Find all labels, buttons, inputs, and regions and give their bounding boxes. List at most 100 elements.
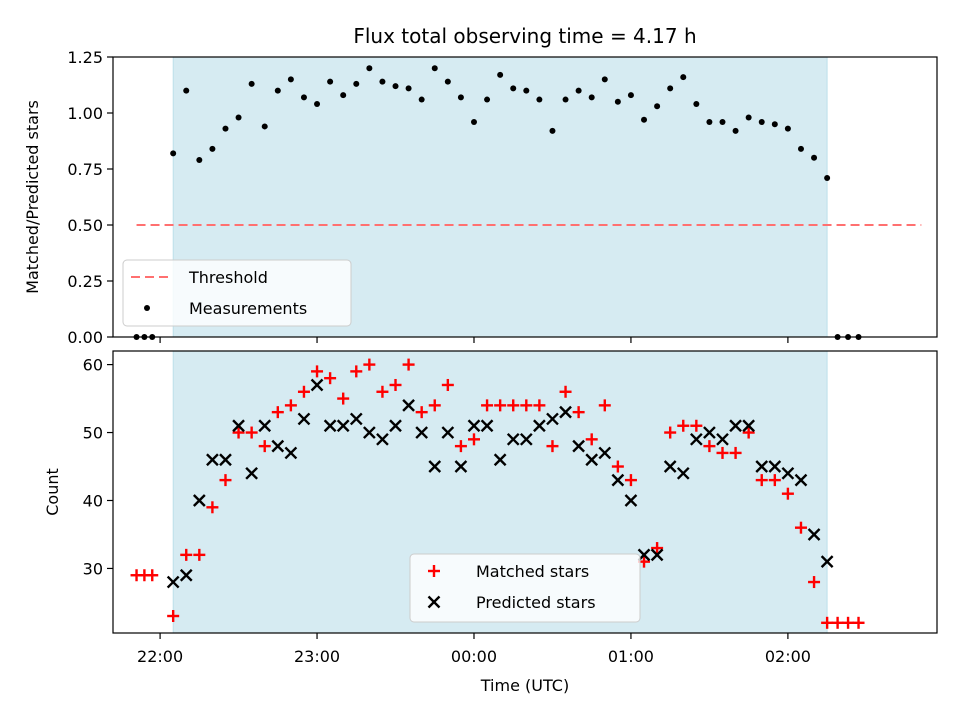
matched-star-point xyxy=(690,419,703,432)
legend-label: Matched stars xyxy=(476,562,589,581)
y-tick-label: 1.00 xyxy=(67,104,103,123)
y-tick-label: 0.50 xyxy=(67,216,103,235)
predicted-star-point xyxy=(415,426,429,439)
cross-bar xyxy=(258,419,272,433)
x-tick-label: 00:00 xyxy=(451,647,497,666)
predicted-star-point xyxy=(336,419,350,433)
ratio-panel-frame xyxy=(112,56,938,338)
matched-star-point xyxy=(598,399,611,412)
measurement-point xyxy=(784,125,791,132)
matched-star-point xyxy=(808,576,821,589)
matched-star-point xyxy=(415,406,428,419)
cross-bar xyxy=(428,460,442,473)
measurement-point xyxy=(732,127,739,134)
matched-star-point xyxy=(180,548,193,561)
cross-bar xyxy=(703,426,716,439)
legend-box xyxy=(122,259,352,327)
cross-bar xyxy=(441,426,455,439)
matched-star-point xyxy=(193,548,206,561)
matched-star-point xyxy=(572,406,585,419)
y-tick-label: 0.00 xyxy=(67,328,103,347)
measurement-point xyxy=(562,96,569,103)
measurement-point xyxy=(484,96,491,103)
predicted-star-point xyxy=(323,419,337,433)
predicted-star-point xyxy=(232,419,245,433)
measurement-point xyxy=(693,101,700,108)
cross-bar xyxy=(755,460,769,473)
predicted-star-point xyxy=(192,494,206,507)
matched-star-point xyxy=(350,365,363,378)
measurement-point xyxy=(680,74,687,81)
cross-bar xyxy=(533,419,546,433)
cross-bar xyxy=(415,426,429,439)
measurement-point xyxy=(431,65,438,72)
predicted-star-point xyxy=(703,426,716,439)
count-panel-frame xyxy=(112,350,938,634)
predicted-star-point xyxy=(742,419,756,433)
matched-star-point xyxy=(219,474,232,487)
cross-bar xyxy=(232,419,245,433)
matched-star-point xyxy=(258,440,271,453)
legend-box xyxy=(409,553,641,623)
predicted-star-point xyxy=(245,466,258,480)
predicted-star-point xyxy=(598,446,612,460)
measurement-point xyxy=(392,83,399,90)
measurement-point xyxy=(536,96,543,103)
cross-bar xyxy=(650,548,664,562)
predicted-star-point xyxy=(807,528,821,541)
measurement-point xyxy=(470,118,477,125)
predicted-star-point xyxy=(389,419,402,433)
matched-star-point xyxy=(781,487,794,500)
predicted-star-point xyxy=(363,426,376,439)
y-tick-label: 0.25 xyxy=(67,272,103,291)
matched-star-point xyxy=(428,399,441,412)
legend: Matched stars Predicted stars xyxy=(409,553,641,623)
measurement-point xyxy=(405,85,412,92)
matched-star-point xyxy=(467,433,480,446)
matched-star-point xyxy=(842,616,855,629)
measurement-point xyxy=(575,87,582,94)
x-tick-label: 01:00 xyxy=(608,647,654,666)
predicted-star-point xyxy=(402,399,415,412)
predicted-star-point xyxy=(441,426,455,439)
matched-star-point xyxy=(768,474,781,487)
matched-star-point xyxy=(271,406,284,419)
legend-label: Threshold xyxy=(188,268,268,287)
cross-bar xyxy=(376,432,389,446)
cross-bar xyxy=(480,419,494,433)
y-tick-label: 50 xyxy=(83,424,103,443)
cross-bar xyxy=(546,412,559,426)
measurement-point xyxy=(627,92,634,99)
matched-star-point xyxy=(520,399,533,412)
measurement-point xyxy=(614,98,621,105)
measurement-point xyxy=(510,85,517,92)
measurement-point xyxy=(379,78,386,85)
measurement-point xyxy=(314,101,321,108)
cross-bar xyxy=(807,528,821,541)
y-tick-label: 30 xyxy=(83,559,103,578)
measurement-point xyxy=(497,71,504,78)
matched-star-point xyxy=(624,474,637,487)
predicted-star-point xyxy=(506,432,520,446)
cross-bar xyxy=(506,432,520,446)
measurement-point xyxy=(274,87,281,94)
matched-star-point xyxy=(297,385,310,398)
x-tick-label: 02:00 xyxy=(765,647,811,666)
measurement-point xyxy=(327,78,334,85)
cross-bar xyxy=(768,460,782,473)
cross-bar xyxy=(781,466,795,480)
predicted-star-point xyxy=(533,419,546,433)
matched-star-point xyxy=(454,440,467,453)
predicted-star-point xyxy=(271,439,285,453)
measurement-point xyxy=(353,80,360,87)
predicted-star-point xyxy=(755,460,769,473)
measurement-point xyxy=(771,121,778,128)
matched-star-point xyxy=(167,610,180,623)
matched-star-point xyxy=(507,399,520,412)
predicted-star-point xyxy=(258,419,272,433)
y-tick-label: 1.25 xyxy=(67,48,103,67)
cross-bar xyxy=(519,432,533,446)
y-tick-label: 40 xyxy=(83,491,103,510)
predicted-star-point xyxy=(166,575,180,589)
measurement-point xyxy=(222,125,229,132)
